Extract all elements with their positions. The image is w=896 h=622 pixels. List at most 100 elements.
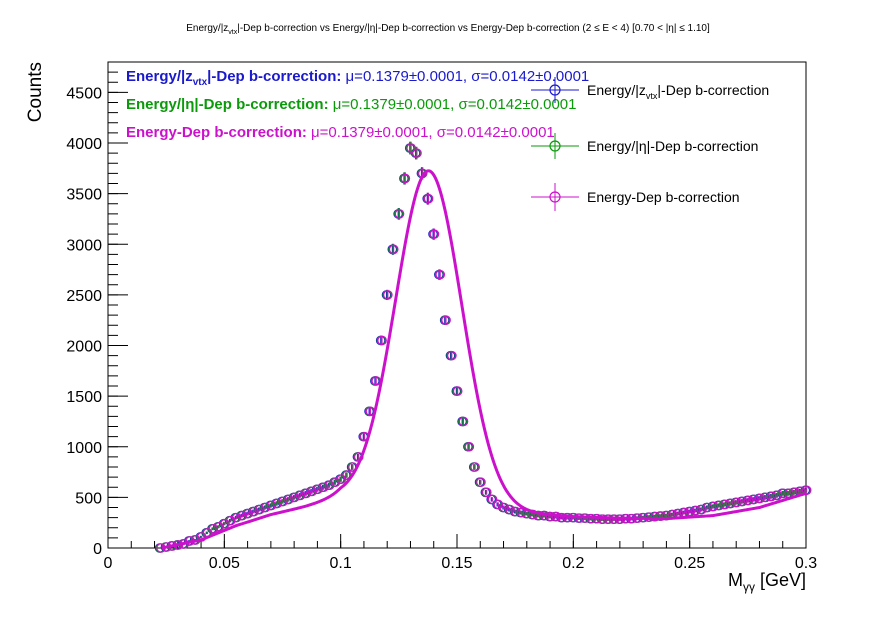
data-point	[249, 506, 259, 517]
fit-stats-series-2: Energy/|η|-Dep b-correction: μ=0.1379±0.…	[126, 96, 577, 113]
data-point	[301, 488, 312, 499]
data-point	[761, 492, 771, 503]
data-point	[499, 502, 510, 513]
x-axis-label-unit: [GeV]	[755, 570, 806, 590]
x-axis-label-main: M	[728, 570, 743, 590]
chart-title-part2: |-Dep b-correction vs Energy/|η|-Dep b-c…	[237, 23, 710, 34]
data-point	[243, 508, 254, 519]
fit-stats: Energy/|zvtx|-Dep b-correction: μ=0.1379…	[126, 68, 589, 141]
data-point	[481, 487, 492, 498]
data-point	[435, 269, 446, 280]
y-axis-label: Counts	[25, 62, 46, 122]
data-point	[290, 492, 300, 503]
data-point	[714, 500, 725, 511]
data-point	[534, 510, 544, 521]
legend-marker-3	[549, 191, 561, 203]
chart-title-part1: Energy/|z	[186, 23, 228, 34]
data-point	[708, 501, 719, 512]
data-point	[656, 511, 667, 521]
data-point	[476, 477, 486, 487]
y-tick-label: 1000	[66, 440, 102, 457]
data-point	[749, 494, 760, 505]
x-tick-label: 0	[104, 555, 113, 572]
y-tick-label: 2000	[66, 339, 102, 356]
data-point	[726, 498, 736, 509]
data-point	[778, 488, 789, 499]
data-point	[801, 485, 812, 496]
y-tick-label: 3000	[66, 237, 102, 254]
y-tick-label: 3500	[66, 187, 102, 204]
data-point	[272, 498, 283, 509]
y-axis: 0 500 1000 1500 2000 2500 3000 3500 4000 4500	[66, 61, 128, 558]
x-tick-label: 0.3	[795, 555, 817, 572]
x-tick-label: 0.15	[441, 555, 472, 572]
data-point	[284, 494, 294, 505]
data-point	[493, 499, 504, 510]
data-point	[266, 500, 277, 511]
data-point	[470, 462, 480, 472]
legend: Energy/|zvtx|-Dep b-correction Energy/|η…	[531, 77, 769, 211]
data-point	[511, 506, 521, 517]
legend-entry-2: Energy/|η|-Dep b-correction	[531, 133, 758, 159]
data-point	[720, 499, 731, 510]
data-point	[737, 496, 748, 507]
legend-label-1: Energy/|zvtx|-Dep b-correction	[587, 82, 769, 101]
data-point	[220, 518, 230, 529]
legend-marker-2	[549, 140, 561, 152]
y-tick-label: 500	[75, 490, 102, 507]
data-point	[732, 497, 742, 508]
fit-stats-series-3: Energy-Dep b-correction: μ=0.1379±0.0001…	[126, 124, 555, 141]
data-point	[703, 502, 713, 513]
data-point	[505, 504, 515, 515]
data-point	[772, 490, 783, 501]
data-point	[458, 416, 469, 427]
data-point	[423, 193, 434, 204]
x-tick-label: 0.05	[209, 555, 240, 572]
data-point	[441, 315, 451, 325]
data-point	[452, 386, 463, 396]
data-point	[260, 502, 271, 513]
chart-title-subscript: vtx	[228, 29, 237, 36]
data-point	[255, 504, 265, 515]
fit-layer	[161, 169, 807, 550]
data-point	[330, 477, 341, 487]
x-axis-label-subscript: γγ	[743, 580, 755, 594]
data-point	[295, 490, 306, 501]
data-point	[388, 244, 399, 255]
legend-marker-1	[549, 84, 561, 96]
legend-entry-3: Energy-Dep b-correction	[531, 183, 740, 211]
data-point	[237, 510, 248, 521]
data-point	[691, 505, 701, 516]
x-axis-label: Mγγ [GeV]	[728, 570, 806, 594]
data-point	[231, 512, 242, 523]
y-tick-label: 0	[93, 541, 102, 558]
x-tick-label: 0.1	[330, 555, 352, 572]
data-point	[697, 504, 707, 515]
data-point	[650, 511, 661, 522]
data-point	[447, 350, 457, 361]
y-tick-label: 4500	[66, 85, 102, 102]
fit-curve-3	[161, 169, 807, 550]
x-tick-label: 0.25	[674, 555, 705, 572]
data-point	[755, 493, 765, 504]
data-point	[319, 482, 329, 493]
data-point	[226, 515, 236, 526]
data-point	[208, 523, 219, 534]
data-point	[743, 495, 754, 506]
data-point	[412, 148, 422, 158]
legend-label-2: Energy/|η|-Dep b-correction	[587, 138, 758, 154]
data-point	[429, 229, 440, 239]
data-point	[487, 494, 498, 505]
legend-entry-1: Energy/|zvtx|-Dep b-correction	[531, 77, 769, 103]
fit-stats-series-1: Energy/|zvtx|-Dep b-correction: μ=0.1379…	[126, 68, 589, 88]
x-tick-label: 0.2	[562, 555, 584, 572]
data-point	[394, 209, 405, 219]
data-point	[383, 290, 393, 300]
legend-label-3: Energy-Dep b-correction	[587, 189, 740, 205]
data-point	[766, 491, 777, 502]
y-tick-label: 4000	[66, 136, 102, 153]
y-tick-label: 1500	[66, 389, 102, 406]
data-point	[324, 480, 335, 491]
x-axis: 0 0.05 0.1 0.15 0.2 0.25 0.3	[104, 534, 817, 572]
